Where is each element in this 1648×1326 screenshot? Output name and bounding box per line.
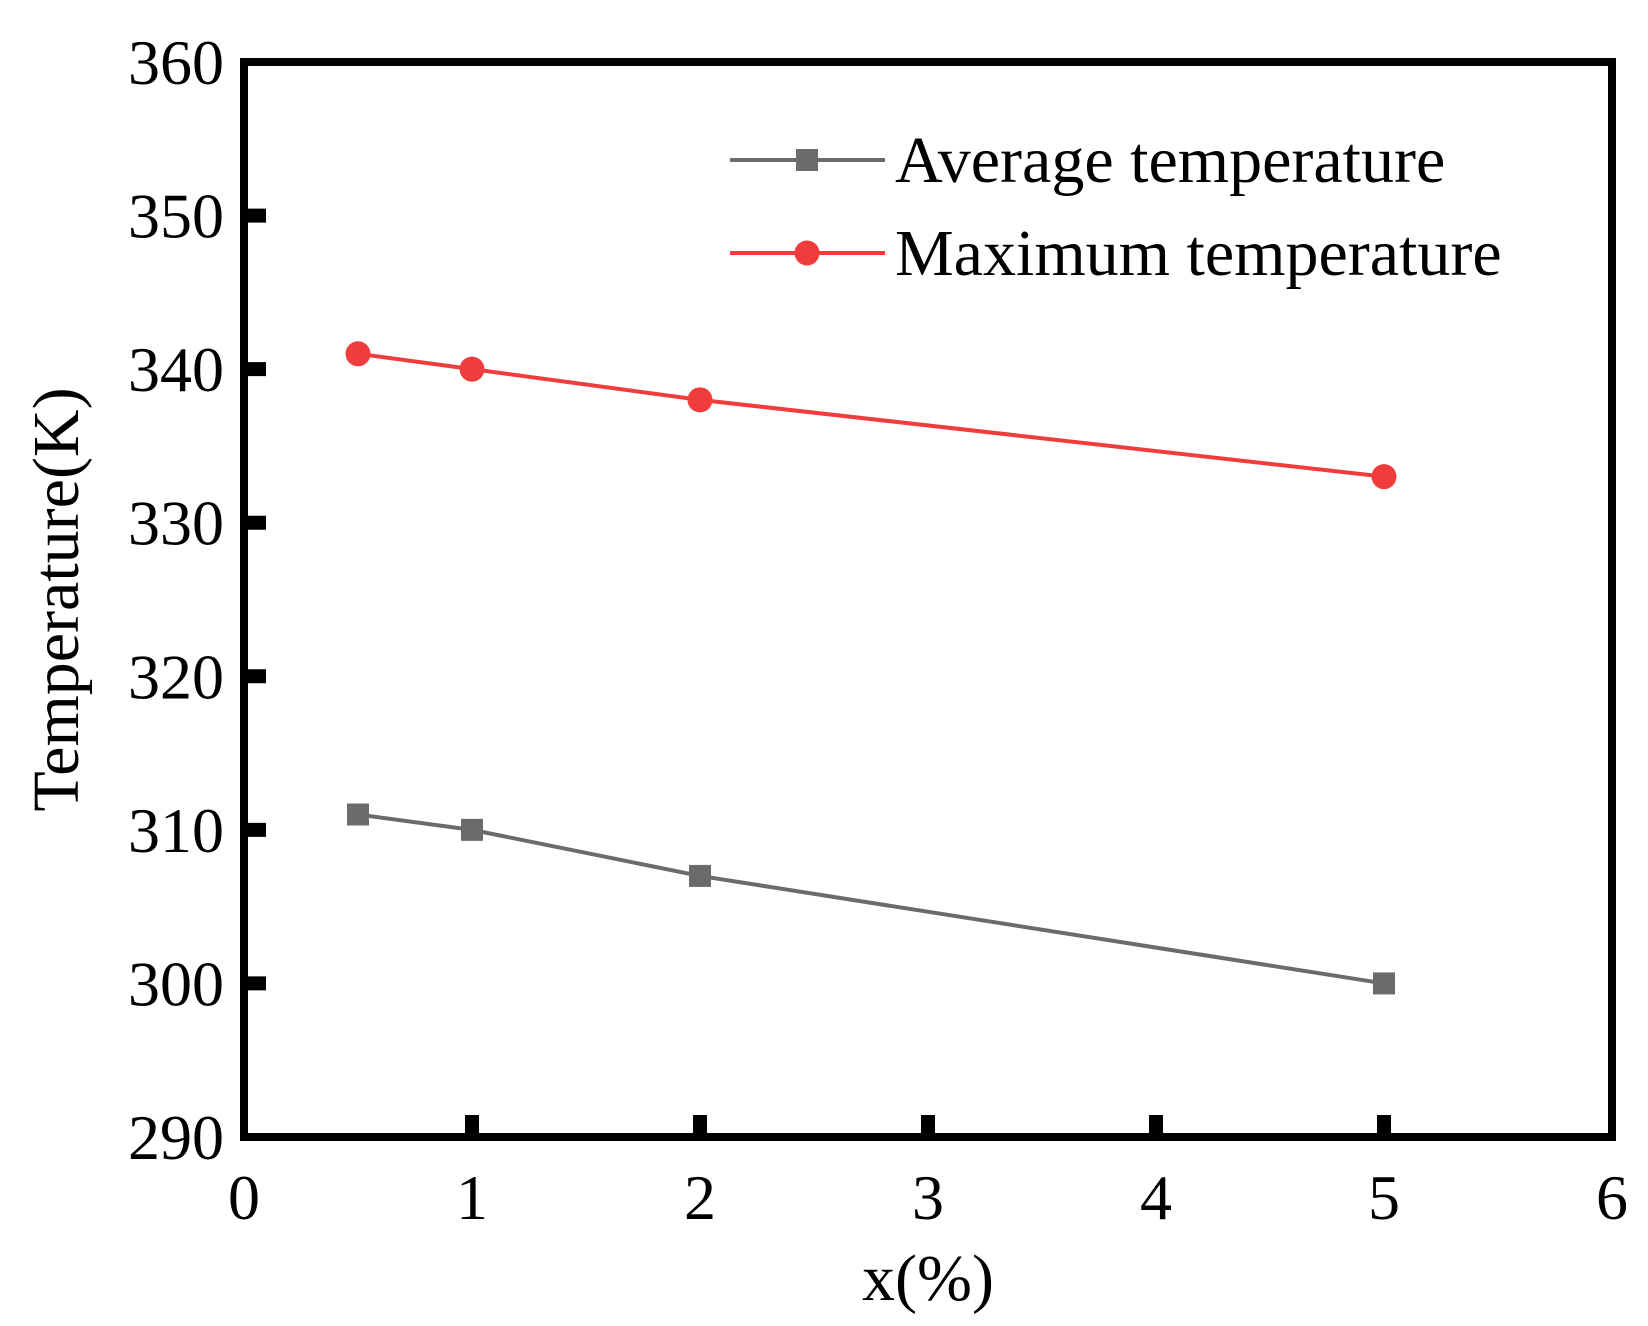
x-tick-label: 4: [1140, 1162, 1172, 1233]
legend-marker: [796, 149, 818, 171]
legend-marker: [794, 240, 820, 266]
maximum-temperature-point: [687, 387, 713, 413]
y-tick-label: 320: [128, 641, 224, 712]
average-temperature-point: [461, 818, 483, 841]
x-tick-label: 2: [684, 1162, 716, 1233]
axis-tick-labels: 0 1 2 3 4 5 6 290 300 310 320 330 340 350 360: [128, 27, 1628, 1233]
y-tick-label: 360: [128, 27, 224, 98]
legend: Average temperature Maximum temperature: [730, 124, 1502, 290]
legend-item-maximum-temperature: Maximum temperature: [730, 217, 1502, 290]
average-temperature-line: [357, 812, 1385, 986]
x-tick-label: 0: [228, 1162, 260, 1233]
legend-label: Average temperature: [895, 124, 1445, 197]
x-tick-label: 6: [1596, 1162, 1628, 1233]
maximum-temperature-point: [345, 341, 371, 367]
y-tick-label: 330: [128, 488, 224, 559]
maximum-temperature-series: [345, 341, 1397, 490]
legend-label: Maximum temperature: [895, 217, 1502, 290]
y-tick-label: 300: [128, 948, 224, 1019]
average-temperature-point: [1373, 972, 1395, 995]
y-tick-label: 310: [128, 795, 224, 866]
x-tick-label: 3: [912, 1162, 944, 1233]
maximum-temperature-point: [1371, 464, 1397, 490]
legend-item-average-temperature: Average temperature: [730, 124, 1445, 197]
y-tick-label: 340: [128, 334, 224, 405]
y-axis-title: Temperature(K): [20, 387, 93, 811]
y-tick-label: 350: [128, 181, 224, 252]
average-temperature-point: [689, 864, 711, 887]
maximum-temperature-point: [459, 356, 485, 382]
y-tick-label: 290: [128, 1102, 224, 1173]
maximum-temperature-line: [357, 351, 1385, 479]
average-temperature-series: [347, 803, 1395, 995]
x-tick-label: 1: [456, 1162, 488, 1233]
average-temperature-point: [347, 803, 369, 826]
x-axis-title: x(%): [862, 1242, 994, 1315]
plot-content: [345, 341, 1397, 995]
x-tick-label: 5: [1368, 1162, 1400, 1233]
axis-ticks: [244, 208, 1391, 1137]
